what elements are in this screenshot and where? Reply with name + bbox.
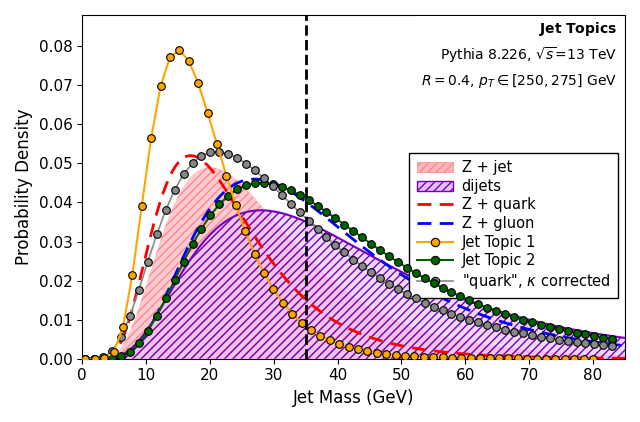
Legend: Z + jet, dijets, Z + quark, Z + gluon, Jet Topic 1, Jet Topic 2, "quark", $\kapp: Z + jet, dijets, Z + quark, Z + gluon, J… — [409, 153, 618, 298]
X-axis label: Jet Mass (GeV): Jet Mass (GeV) — [293, 389, 414, 407]
Text: $\bf{Jet\ Topics}$
Pythia 8.226, $\sqrt{s}$=13 TeV
$R = 0.4$, $p_T \in[250,275]$: $\bf{Jet\ Topics}$ Pythia 8.226, $\sqrt{… — [420, 20, 617, 90]
Y-axis label: Probability Density: Probability Density — [15, 108, 33, 265]
